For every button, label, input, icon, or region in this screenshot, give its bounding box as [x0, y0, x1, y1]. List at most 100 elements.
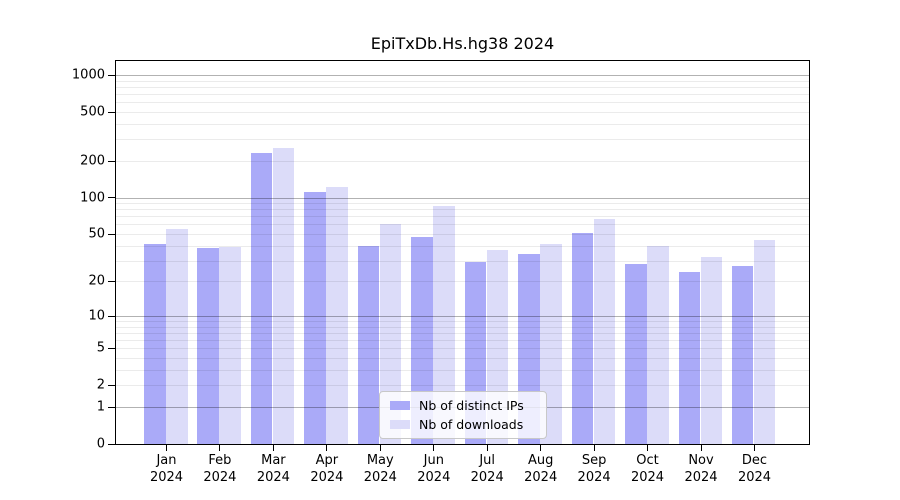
gridline-major: [116, 315, 809, 317]
x-axis-tick: [486, 445, 488, 451]
x-axis-tick: [754, 445, 755, 451]
gridline-minor: [116, 139, 809, 141]
gridline-minor: [116, 369, 809, 371]
bar-downloads-jun: [433, 206, 455, 444]
y-tick-label: 1000: [71, 67, 105, 83]
bar-downloads-oct: [647, 245, 669, 444]
gridline-minor: [116, 260, 809, 262]
gridline-minor: [116, 102, 809, 104]
gridline-minor: [116, 234, 809, 235]
x-axis-tick: [166, 445, 167, 451]
bar-downloads-mar: [272, 147, 295, 444]
x-tick-label: Jun 2024: [417, 453, 451, 485]
x-axis-tick: [540, 445, 542, 451]
x-tick-label: Nov 2024: [684, 453, 718, 485]
bar-distinct-ips-jan: [144, 244, 166, 444]
legend-item-downloads: Nb of downloads: [390, 417, 536, 432]
y-tick-label: 5: [96, 340, 105, 356]
gridline-minor: [116, 216, 809, 218]
x-axis-tick: [593, 445, 595, 451]
bar-distinct-ips-dec: [731, 266, 754, 444]
bar-downloads-may: [379, 223, 402, 444]
legend: Nb of distinct IPs Nb of downloads: [379, 391, 547, 439]
gridline-minor: [116, 321, 809, 322]
y-tick-label: 20: [88, 273, 105, 289]
x-tick-label: Mar 2024: [256, 453, 290, 485]
x-axis-tick: [700, 445, 702, 451]
gridline-minor: [116, 281, 809, 283]
bar-distinct-ips-feb: [197, 248, 219, 444]
bar-distinct-ips-mar: [250, 153, 273, 444]
gridline-minor: [116, 209, 809, 211]
gridline-minor: [116, 332, 809, 334]
x-tick-label: Apr 2024: [310, 453, 344, 485]
x-tick-label: Oct 2024: [630, 453, 665, 485]
y-tick-label: 100: [80, 190, 105, 205]
y-axis-tick: [108, 316, 115, 317]
bar-downloads-feb: [219, 246, 241, 444]
y-tick-label: 0: [96, 436, 105, 452]
y-axis-tick: [108, 385, 115, 386]
bar-downloads-jan: [166, 229, 188, 444]
gridline-minor: [116, 224, 809, 226]
gridline-minor: [116, 80, 809, 82]
legend-label-downloads: Nb of downloads: [419, 417, 524, 432]
gridline-minor: [116, 340, 809, 342]
gridline-minor: [116, 358, 809, 359]
y-axis-tick: [108, 75, 115, 76]
legend-label-distinct-ips: Nb of distinct IPs: [419, 398, 524, 413]
gridline-major: [116, 197, 809, 199]
x-axis-tick: [219, 445, 221, 451]
gridline-minor: [116, 245, 809, 247]
x-axis-tick: [379, 445, 381, 451]
gridline-minor: [116, 385, 809, 387]
y-axis-tick: [108, 407, 115, 408]
x-tick-label: Jul 2024: [470, 453, 504, 485]
chart-title: EpiTxDb.Hs.hg38 2024: [370, 34, 555, 53]
bar-distinct-ips-apr: [304, 192, 326, 444]
y-axis-tick: [108, 281, 115, 282]
y-tick-label: 2: [96, 377, 105, 393]
bar-downloads-apr: [326, 186, 348, 444]
bar-downloads-dec: [753, 239, 776, 444]
y-tick-label: 500: [80, 104, 105, 120]
x-tick-label: Jan 2024: [149, 453, 184, 485]
y-tick-label: 1: [96, 399, 105, 415]
y-axis-tick: [108, 444, 115, 445]
bar-distinct-ips-may: [357, 245, 380, 444]
gridline-major: [116, 74, 809, 76]
legend-swatch-distinct-ips: [390, 401, 410, 410]
legend-swatch-downloads: [390, 420, 410, 429]
x-tick-label: Feb 2024: [203, 453, 237, 485]
bar-distinct-ips-nov: [678, 272, 700, 444]
gridline-minor: [116, 94, 809, 95]
x-tick-label: Aug 2024: [524, 453, 558, 485]
x-axis-tick: [433, 445, 435, 451]
legend-item-distinct-ips: Nb of distinct IPs: [390, 398, 536, 413]
gridline-minor: [116, 348, 809, 350]
y-axis-tick: [108, 112, 115, 113]
y-axis-tick: [108, 161, 115, 162]
x-axis-tick: [272, 445, 274, 451]
gridline-minor: [116, 203, 809, 204]
bar-downloads-sep: [593, 219, 616, 444]
gridline-minor: [116, 326, 809, 328]
y-tick-label: 50: [88, 226, 105, 242]
gridline-minor: [116, 123, 809, 125]
y-axis-tick: [108, 197, 115, 198]
gridline-minor: [116, 160, 809, 162]
x-axis-tick: [647, 445, 648, 451]
y-axis-tick: [108, 234, 115, 235]
bar-distinct-ips-oct: [625, 264, 647, 444]
x-tick-label: Dec 2024: [737, 453, 772, 485]
bar-distinct-ips-sep: [571, 232, 594, 444]
x-tick-label: May 2024: [363, 453, 397, 485]
gridline-minor: [116, 111, 809, 113]
y-tick-label: 200: [80, 153, 105, 169]
y-tick-label: 10: [88, 308, 105, 324]
bar-downloads-nov: [700, 257, 722, 444]
y-axis-tick: [108, 348, 115, 349]
x-axis-tick: [326, 445, 328, 451]
gridline-minor: [116, 86, 809, 88]
